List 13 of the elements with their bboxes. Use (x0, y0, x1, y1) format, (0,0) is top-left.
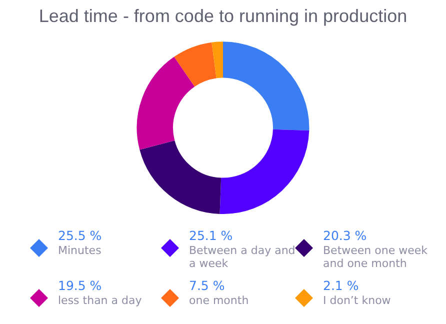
data-label: 20.3 % (323, 228, 368, 243)
data-label: 19.5 % (58, 278, 103, 293)
data-label: 2.1 % (323, 278, 360, 293)
legend-label: one month (189, 294, 249, 307)
legend-label: Between one week and one month (323, 244, 428, 270)
legend-label: I don’t know (323, 294, 391, 307)
data-label: 25.5 % (58, 228, 103, 243)
legend-label: Minutes (58, 244, 102, 257)
legend-label: Between a day and a week (189, 244, 296, 270)
data-label: 25.1 % (189, 228, 234, 243)
chart-title: Lead time - from code to running in production (38, 6, 408, 26)
legend-label: less than a day (58, 294, 142, 307)
data-label: 7.5 % (189, 278, 226, 293)
